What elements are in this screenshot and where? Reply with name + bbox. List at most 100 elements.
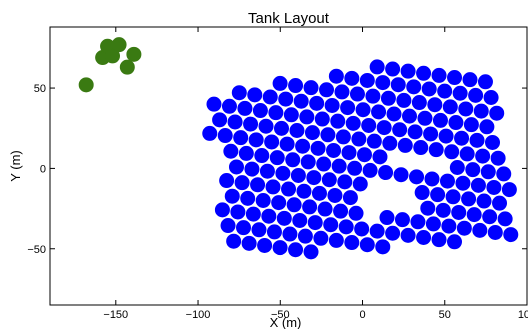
tank-marker-blue [249,133,263,147]
tank-marker-blue [393,123,407,137]
tank-marker-blue [487,180,501,194]
y-axis-label: Y (m) [8,150,23,182]
tank-marker-blue [417,66,431,80]
tank-marker-blue [246,207,260,221]
tank-marker-blue [259,119,273,133]
tank-marker-blue [207,97,221,111]
tank-marker-blue [296,139,310,153]
tank-marker-blue [338,175,352,189]
tank-marker-blue [343,191,357,205]
tank-marker-blue [238,101,252,115]
tank-marker-blue [322,173,336,187]
tank-marker-blue [401,64,415,78]
tank-marker-blue [376,76,390,90]
tank-marker-blue [407,80,421,94]
tank-marker-blue [459,102,473,116]
tank-marker-blue [237,221,251,235]
tank-marker-blue [398,138,412,152]
tank-marker-blue [377,121,391,135]
tank-marker-blue [436,203,450,217]
tank-marker-blue [350,87,364,101]
tank-marker-blue [442,219,456,233]
tank-marker-blue [445,145,459,159]
tank-marker-blue [429,143,443,157]
tank-marker-blue [432,233,446,247]
tank-marker-blue [452,205,466,219]
tank-marker-blue [329,69,343,83]
tank-marker-blue [242,236,256,250]
tank-marker-blue [403,109,417,123]
tank-marker-blue [244,117,258,131]
tank-marker-blue [215,203,229,217]
tank-marker-blue [410,170,424,184]
tank-marker-blue [463,73,477,87]
tank-marker-blue [349,206,363,220]
tank-marker-blue [497,167,511,181]
tank-marker-blue [262,209,276,223]
tank-marker-blue [471,178,485,192]
tank-marker-blue [455,131,469,145]
tank-marker-blue [307,171,321,185]
tank-marker-blue [227,234,241,248]
tank-marker-blue [394,168,408,182]
tank-marker-blue [376,240,390,254]
tank-marker-blue [464,118,478,132]
tank-marker-blue [348,161,362,175]
x-tick-label: −100 [186,309,211,321]
tank-marker-blue [329,233,343,247]
tank-marker-blue [352,132,366,146]
tank-marker-blue [301,155,315,169]
tank-marker-blue [448,235,462,249]
tank-marker-blue [222,99,236,113]
tank-marker-blue [269,106,283,120]
tank-marker-blue [328,188,342,202]
tank-marker-blue [248,88,262,102]
tank-marker-blue [484,91,498,105]
tank-marker-blue [362,118,376,132]
tank-marker-blue [370,60,384,74]
tank-marker-blue [480,120,494,134]
x-tick-label: −150 [103,309,128,321]
tank-marker-blue [334,204,348,218]
tank-marker-blue [450,161,464,175]
tank-marker-blue [304,81,318,95]
tank-marker-blue [255,149,269,163]
tank-marker-blue [275,121,289,135]
tank-marker-blue [372,105,386,119]
tank-marker-blue [431,188,445,202]
tank-marker-blue [229,160,243,174]
tank-marker-blue [353,177,367,191]
chart-title: Tank Layout [248,10,330,27]
tank-marker-blue [298,229,312,243]
tank-marker-blue [466,163,480,177]
y-tick-label: 0 [40,163,46,175]
tank-marker-blue [363,163,377,177]
tank-marker-blue [279,92,293,106]
tank-marker-blue [297,184,311,198]
tank-marker-blue [449,116,463,130]
tank-marker-blue [266,180,280,194]
tank-marker-blue [491,151,505,165]
tank-marker-green [79,78,93,92]
tank-marker-green [127,47,141,61]
tank-marker-blue [456,176,470,190]
tank-marker-blue [321,128,335,142]
tank-marker-blue [412,96,426,110]
tank-marker-blue [488,225,502,239]
tank-marker-blue [291,168,305,182]
tank-marker-blue [341,101,355,115]
tank-marker-blue [433,113,447,127]
tank-marker-blue [331,114,345,128]
tank-marker-blue [317,157,331,171]
y-tick-label: −50 [27,244,46,256]
tank-marker-blue [272,196,286,210]
tank-marker-blue [308,216,322,230]
tank-marker-blue [438,84,452,98]
tank-marker-blue [336,130,350,144]
tank-marker-blue [498,212,512,226]
tank-marker-blue [370,224,384,238]
tank-marker-blue [360,73,374,87]
tank-marker-blue [300,110,314,124]
tank-marker-blue [397,93,411,107]
